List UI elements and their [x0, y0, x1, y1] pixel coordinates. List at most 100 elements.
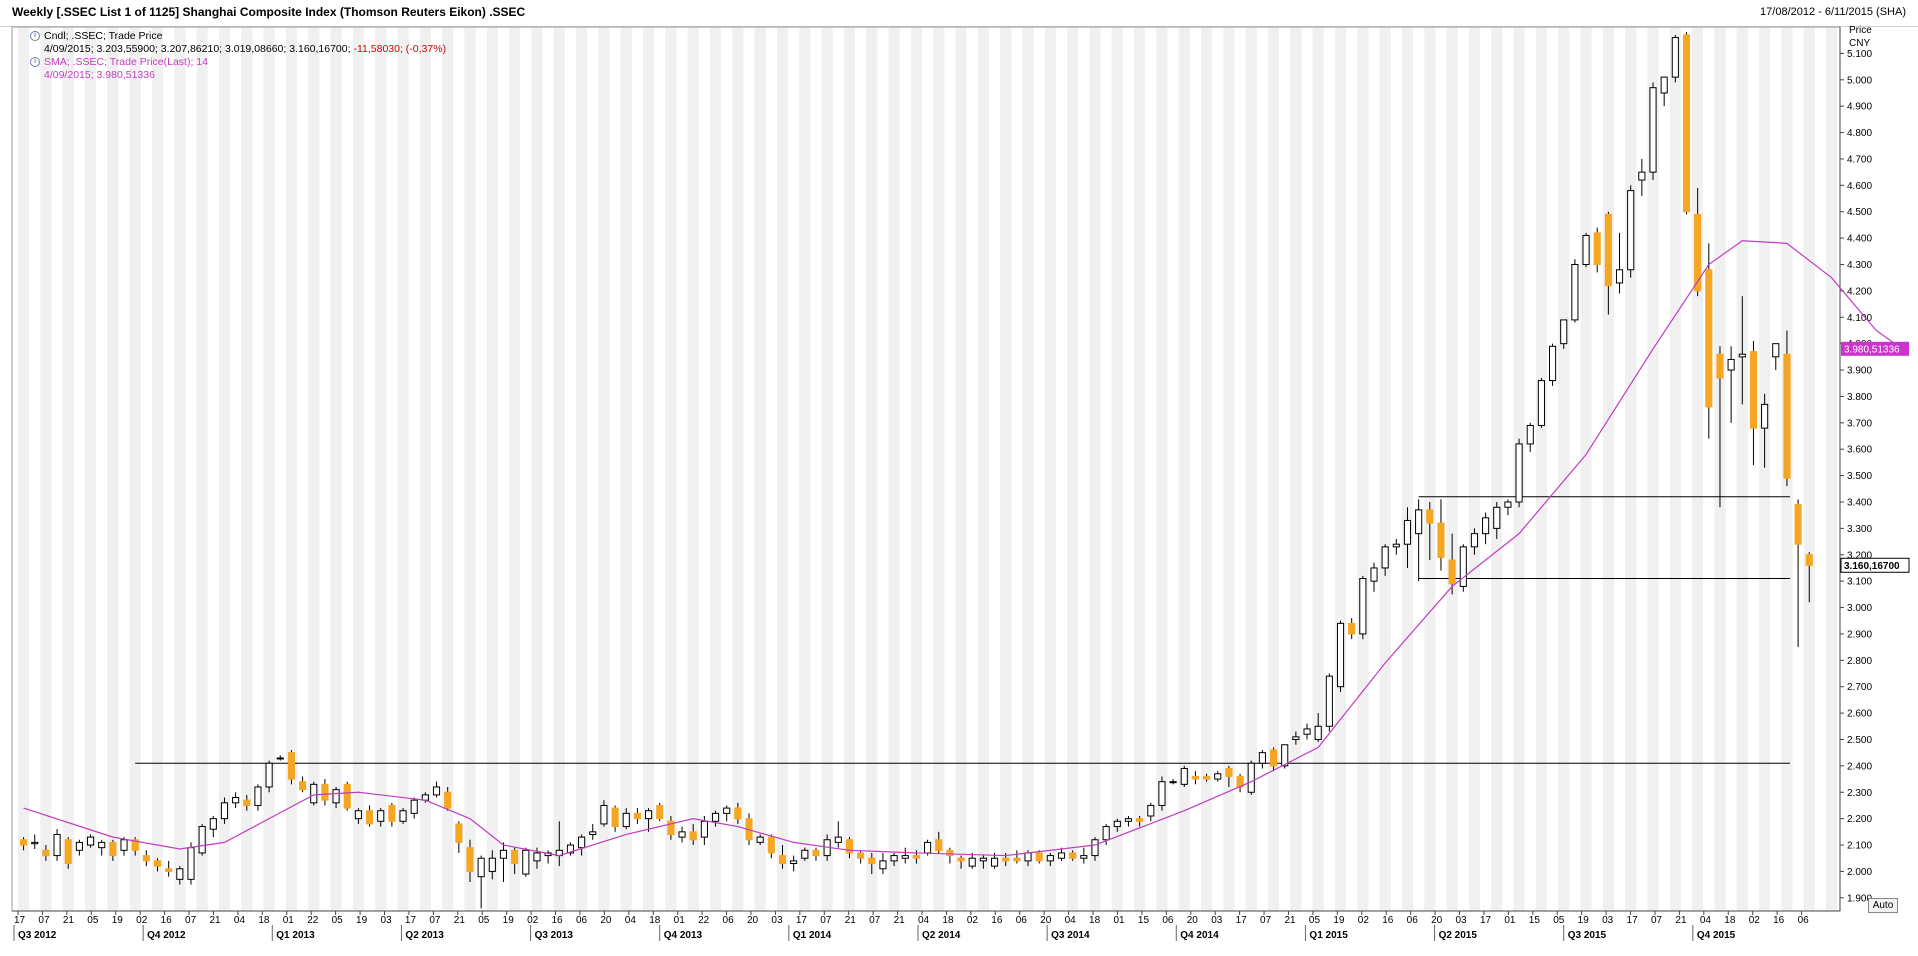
candle[interactable]	[1080, 855, 1088, 859]
candle[interactable]	[243, 799, 251, 806]
candle[interactable]	[1214, 773, 1222, 780]
candle[interactable]	[834, 836, 842, 843]
candle[interactable]	[522, 849, 530, 875]
candle[interactable]	[935, 839, 943, 851]
candle[interactable]	[1705, 269, 1713, 408]
candle[interactable]	[1046, 855, 1054, 862]
candle[interactable]	[1638, 171, 1646, 181]
candle[interactable]	[611, 807, 619, 828]
candle[interactable]	[1504, 501, 1512, 508]
candle[interactable]	[466, 847, 474, 872]
candle[interactable]	[321, 783, 329, 801]
candle[interactable]	[1727, 358, 1735, 371]
legend-candle-row[interactable]: i Cndl; .SSEC; Trade Price	[30, 30, 446, 43]
candle[interactable]	[778, 855, 787, 865]
candle[interactable]	[153, 860, 162, 867]
candle[interactable]	[1660, 76, 1668, 94]
candle[interactable]	[734, 807, 742, 820]
candle[interactable]	[1147, 804, 1155, 817]
candle[interactable]	[979, 857, 987, 862]
candle[interactable]	[1470, 533, 1479, 548]
candle[interactable]	[1448, 559, 1456, 585]
candle[interactable]	[1493, 506, 1501, 529]
candle[interactable]	[1694, 213, 1702, 292]
candle[interactable]	[1738, 353, 1746, 358]
candle[interactable]	[622, 812, 630, 828]
candle[interactable]	[220, 802, 229, 820]
candle[interactable]	[276, 757, 284, 760]
candle[interactable]	[42, 849, 50, 857]
candle[interactable]	[1437, 522, 1445, 558]
candle[interactable]	[1761, 403, 1769, 429]
candle[interactable]	[354, 810, 362, 820]
candle[interactable]	[912, 855, 920, 859]
candle[interactable]	[756, 836, 764, 843]
candle[interactable]	[1749, 351, 1758, 429]
candle[interactable]	[890, 855, 898, 862]
candle[interactable]	[165, 868, 173, 872]
candle[interactable]	[767, 836, 775, 854]
candle[interactable]	[1381, 546, 1389, 569]
candle[interactable]	[901, 855, 909, 859]
candle[interactable]	[1682, 34, 1691, 213]
candle[interactable]	[1069, 852, 1077, 859]
candle[interactable]	[499, 849, 508, 859]
candle[interactable]	[533, 852, 541, 862]
candle[interactable]	[723, 807, 731, 814]
candle[interactable]	[1403, 519, 1412, 545]
candle[interactable]	[946, 849, 954, 857]
candle[interactable]	[176, 868, 184, 880]
info-icon[interactable]: i	[30, 31, 40, 41]
candle[interactable]	[1180, 768, 1188, 785]
candle[interactable]	[1604, 213, 1612, 287]
candle[interactable]	[1269, 749, 1278, 767]
candle[interactable]	[287, 752, 296, 780]
candle[interactable]	[1526, 424, 1534, 445]
candle[interactable]	[1627, 190, 1635, 271]
candle[interactable]	[120, 839, 128, 851]
candle[interactable]	[1203, 775, 1211, 780]
candle[interactable]	[1292, 736, 1300, 740]
candle[interactable]	[511, 849, 519, 865]
candle[interactable]	[1035, 852, 1043, 862]
candle[interactable]	[365, 810, 374, 825]
candle[interactable]	[1348, 622, 1356, 635]
candle[interactable]	[399, 810, 407, 822]
candle[interactable]	[1281, 744, 1289, 767]
candle[interactable]	[455, 823, 463, 843]
candle[interactable]	[1716, 353, 1724, 379]
candle[interactable]	[444, 791, 452, 809]
candle[interactable]	[265, 762, 273, 788]
candle[interactable]	[1013, 857, 1021, 862]
candle[interactable]	[600, 804, 608, 825]
candle[interactable]	[198, 826, 206, 854]
candle[interactable]	[1415, 509, 1423, 535]
candle[interactable]	[812, 849, 820, 857]
candle[interactable]	[310, 783, 318, 804]
candle[interactable]	[1191, 775, 1200, 780]
candle[interactable]	[1370, 567, 1378, 582]
candle[interactable]	[64, 839, 72, 865]
candle[interactable]	[53, 833, 61, 857]
candle[interactable]	[410, 799, 418, 814]
candle[interactable]	[1258, 752, 1266, 764]
candle[interactable]	[879, 860, 887, 870]
sma-line[interactable]	[23, 240, 1899, 857]
candle[interactable]	[1459, 546, 1467, 587]
candle[interactable]	[1515, 443, 1523, 503]
candle[interactable]	[20, 839, 28, 846]
candle[interactable]	[332, 789, 340, 804]
candle[interactable]	[31, 841, 39, 845]
candle[interactable]	[1091, 839, 1099, 857]
candle[interactable]	[1359, 578, 1367, 635]
auto-scale-button[interactable]: Auto	[1868, 898, 1898, 913]
candle[interactable]	[1314, 725, 1322, 740]
candle[interactable]	[857, 852, 865, 859]
candle[interactable]	[656, 804, 664, 820]
candle[interactable]	[1158, 781, 1166, 806]
candle[interactable]	[790, 860, 798, 865]
candle[interactable]	[924, 841, 932, 854]
candle[interactable]	[1113, 820, 1121, 828]
info-icon[interactable]: i	[30, 57, 40, 67]
